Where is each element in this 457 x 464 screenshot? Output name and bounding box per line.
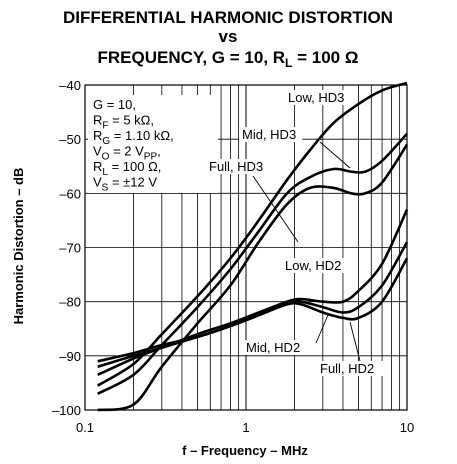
conditions-box — [88, 95, 218, 193]
y-tick-label: –40 — [59, 78, 81, 93]
series-line-mid-hd2 — [97, 241, 409, 368]
condition-line: RG = 1.10 kΩ, — [93, 128, 174, 147]
leader-line-mid-hd2 — [315, 314, 329, 344]
y-tick-label: –100 — [52, 403, 81, 418]
series-line-low-hd3 — [97, 81, 408, 387]
y-tick-label: –80 — [59, 295, 81, 310]
x-tick-label: 0.1 — [76, 420, 94, 435]
chart-title-line3-suffix: = 100 Ω — [292, 48, 358, 67]
chart-title-line3: FREQUENCY, G = 10, RL = 100 Ω — [98, 48, 359, 70]
leader-line-mid-hd3 — [319, 141, 351, 169]
conditions-text: G = 10,RF = 5 kΩ,RG = 1.10 kΩ,VO = 2 VPP… — [93, 97, 174, 194]
leader-line-full-hd3 — [252, 175, 299, 243]
series-line-full-hd3 — [97, 143, 409, 412]
annotation-bg-full-hd3 — [206, 159, 277, 174]
annotation-bg-mid-hd3 — [239, 127, 303, 142]
y-axis-label: Harmonic Distortion – dB — [11, 168, 26, 325]
chart-title-line2: vs — [219, 27, 238, 46]
annotation-full-hd2: Full, HD2 — [320, 361, 374, 376]
x-tick-label: 1 — [242, 420, 249, 435]
tick-labels: –40 –50 –60 –70 –80 –90 –100 0.1 1 10 — [52, 78, 414, 435]
series-lines — [97, 81, 409, 412]
annotation-mid-hd3: Mid, HD3 — [242, 127, 296, 142]
y-tick-label: –60 — [59, 186, 81, 201]
condition-line: G = 10, — [93, 97, 136, 112]
annotation-leaders — [252, 141, 361, 362]
annotation-low-hd3: Low, HD3 — [288, 90, 344, 105]
y-tick-label: –90 — [59, 349, 81, 364]
x-axis-label: f – Frequency – MHz — [182, 443, 308, 458]
chart-title-line1: DIFFERENTIAL HARMONIC DISTORTION — [63, 8, 393, 27]
annotation-full-hd3: Full, HD3 — [209, 159, 263, 174]
annotation-bg-low-hd2 — [282, 258, 346, 273]
condition-line: VS = ±12 V — [93, 175, 157, 194]
condition-line: RL = 100 Ω, — [93, 159, 161, 178]
condition-line: RF = 5 kΩ, — [93, 113, 154, 132]
leader-line-full-hd2 — [349, 321, 361, 362]
annotation-bg-full-hd2 — [317, 361, 388, 376]
y-tick-label: –70 — [59, 241, 81, 256]
annotation-mid-hd2: Mid, HD2 — [246, 340, 300, 355]
series-line-full-hd2 — [97, 257, 409, 363]
chart-title-line3-prefix: FREQUENCY, G = 10, R — [98, 48, 286, 67]
x-tick-label: 10 — [400, 420, 414, 435]
plot-frame — [84, 84, 408, 411]
series-annotations: Low, HD3 Mid, HD3 Full, HD3 Low, HD2 Mid, HD… — [206, 90, 388, 376]
condition-line: VO = 2 VPP, — [93, 144, 161, 163]
annotation-low-hd2: Low, HD2 — [285, 258, 341, 273]
y-tick-label: –50 — [59, 132, 81, 147]
annotation-bg-low-hd3 — [285, 90, 349, 105]
annotation-bg-mid-hd2 — [243, 340, 307, 355]
chart-title-line3-sub: L — [285, 56, 292, 70]
